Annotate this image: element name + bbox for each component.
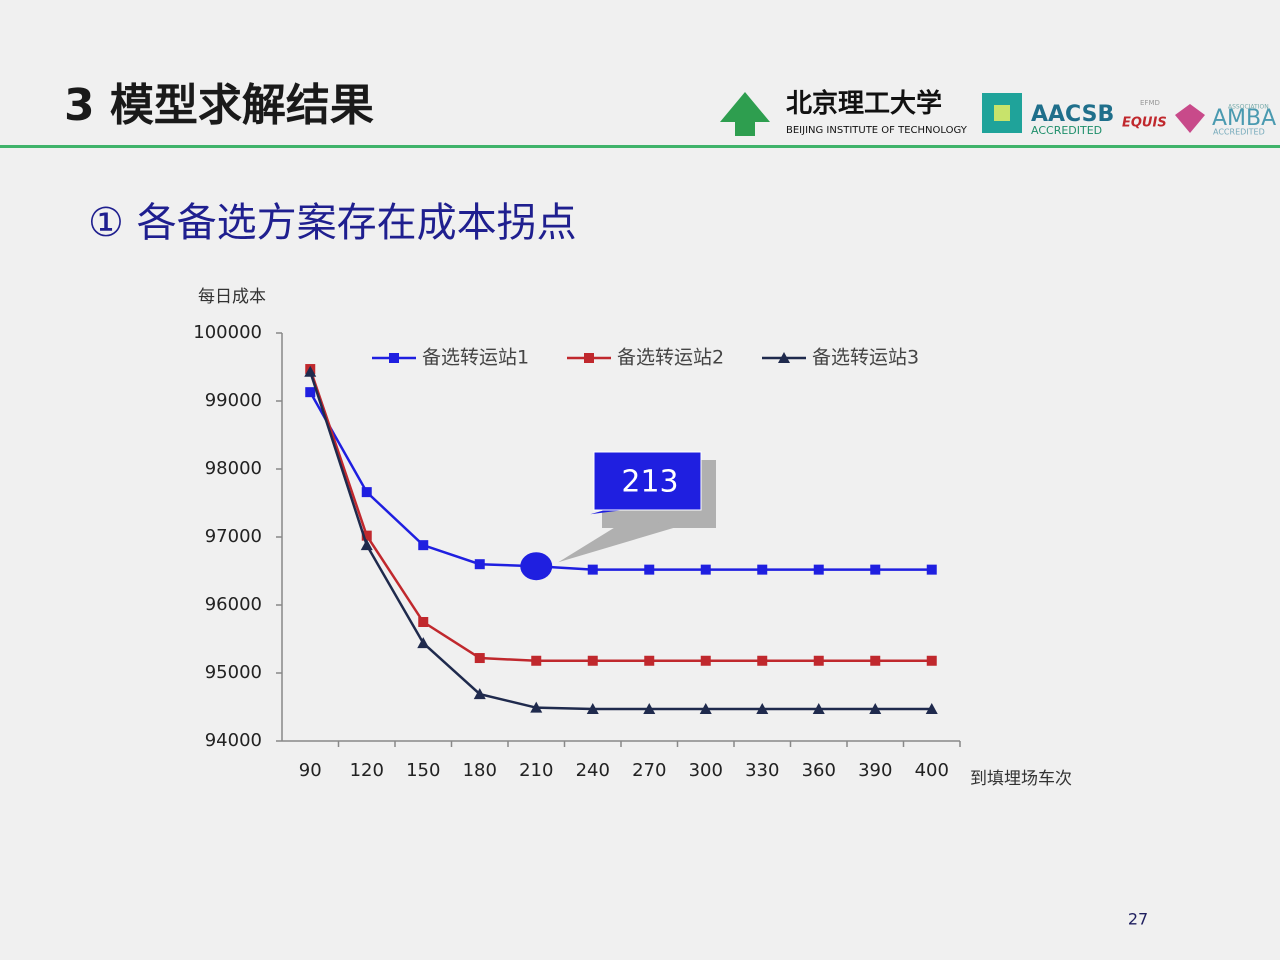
legend-marker — [389, 353, 399, 363]
y-tick-label: 99000 — [205, 390, 262, 411]
x-tick-label: 360 — [802, 760, 836, 781]
point — [474, 653, 485, 664]
logos: 北京理工大学 BEIJING INSTITUTE OF TECHNOLOGY A… — [720, 88, 1276, 137]
callout-tail-shadow — [558, 518, 680, 563]
point — [869, 703, 882, 715]
point — [361, 487, 372, 498]
annotation: 213 — [621, 465, 678, 500]
y-tick-label: 95000 — [205, 662, 262, 683]
x-tick-label: 330 — [745, 760, 779, 781]
point — [361, 530, 372, 541]
amba-emblem — [1175, 104, 1205, 133]
y-tick-label: 97000 — [205, 526, 262, 547]
point — [813, 655, 824, 666]
aacsb-emblem-inner — [994, 105, 1010, 121]
amba-sub: ACCREDITED — [1213, 128, 1265, 137]
point — [757, 564, 768, 575]
point — [418, 617, 429, 627]
point — [644, 564, 655, 575]
series — [304, 365, 938, 715]
point — [418, 540, 429, 551]
x-tick-label: 240 — [576, 760, 610, 781]
aacsb-logo: AACSB — [1031, 102, 1114, 127]
amba-top: ASSOCIATION — [1228, 104, 1269, 111]
amba-logo: AMBA — [1212, 106, 1276, 131]
x-tick-label: 390 — [858, 760, 892, 781]
x-tick-label: 400 — [915, 760, 949, 781]
callout — [593, 451, 702, 511]
point — [531, 655, 542, 666]
legend-marker — [584, 353, 594, 363]
x-tick-label: 90 — [299, 760, 322, 781]
x-tick-label: 120 — [350, 760, 384, 781]
point — [644, 655, 655, 666]
x-axis-label: 到填埋场车次 — [970, 769, 1072, 789]
point — [473, 688, 486, 700]
legend-marker — [778, 352, 790, 363]
x-tick-label: 210 — [519, 760, 553, 781]
point — [700, 655, 711, 666]
x-tick-label: 150 — [406, 760, 440, 781]
university-name: 北京理工大学 — [786, 88, 942, 118]
point — [417, 637, 430, 649]
point — [813, 564, 824, 575]
series-line — [309, 368, 932, 663]
point — [474, 559, 485, 570]
x-tick-label: 180 — [463, 760, 497, 781]
bit-emblem — [720, 92, 770, 122]
university-name-en: BEIJING INSTITUTE OF TECHNOLOGY — [786, 125, 968, 136]
point — [643, 703, 656, 715]
point — [587, 655, 598, 666]
subtitle: ① 各备选方案存在成本拐点 — [88, 200, 577, 246]
highlight — [520, 552, 553, 581]
slide-title: 3 模型求解结果 — [64, 80, 374, 131]
series-line — [309, 391, 932, 571]
point — [757, 655, 768, 666]
point — [305, 387, 316, 398]
bit-emblem-base — [735, 122, 755, 136]
point — [926, 655, 937, 666]
point — [925, 703, 938, 715]
legend-label: 备选转运站1 — [422, 347, 529, 369]
point — [700, 564, 711, 575]
y-tick-label: 94000 — [205, 730, 262, 751]
point — [586, 703, 599, 715]
series-line — [309, 371, 932, 711]
point — [756, 703, 769, 715]
point — [587, 564, 598, 575]
efmd-logo: EFMD — [1140, 99, 1160, 107]
series — [305, 387, 937, 575]
point — [926, 564, 937, 575]
legend-label: 备选转运站2 — [617, 347, 724, 369]
header-rule — [0, 145, 1280, 148]
page-number: 27 — [1128, 910, 1148, 929]
y-axis-label: 每日成本 — [198, 287, 266, 307]
point — [870, 564, 881, 575]
y-tick-label: 98000 — [205, 458, 262, 479]
legend-label: 备选转运站3 — [812, 347, 919, 369]
y-tick-label: 96000 — [205, 594, 262, 615]
plot: 94000 95000 96000 97000 98000 99000 100000 90 12… — [193, 322, 961, 781]
y-tick-label: 100000 — [193, 322, 262, 343]
point — [530, 701, 543, 713]
equis-logo: EQUIS — [1122, 116, 1167, 131]
x-tick-label: 300 — [689, 760, 723, 781]
x-tick-label: 270 — [632, 760, 666, 781]
aacsb-sub: ACCREDITED — [1031, 124, 1102, 137]
point — [360, 539, 373, 551]
point — [870, 655, 881, 666]
point — [699, 703, 712, 715]
point — [812, 703, 825, 715]
point — [304, 365, 317, 377]
